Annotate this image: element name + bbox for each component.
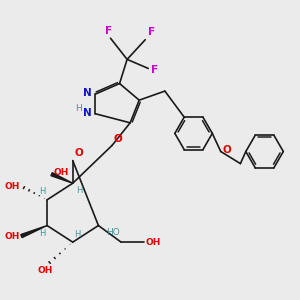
Text: OH: OH [146, 238, 161, 247]
Text: OH: OH [4, 232, 20, 241]
Text: H: H [75, 104, 82, 113]
Text: H: H [76, 186, 82, 195]
Text: H: H [74, 230, 81, 238]
Text: O: O [114, 134, 123, 144]
Text: H: H [39, 229, 46, 238]
Text: N: N [83, 108, 92, 118]
Text: OH: OH [53, 168, 69, 177]
Polygon shape [21, 226, 47, 238]
Polygon shape [51, 172, 73, 183]
Text: F: F [105, 26, 112, 36]
Text: O: O [223, 145, 232, 155]
Text: O: O [75, 148, 83, 158]
Text: OH: OH [38, 266, 53, 275]
Text: H: H [39, 187, 46, 196]
Text: OH: OH [4, 182, 20, 191]
Text: HO: HO [106, 228, 120, 237]
Text: N: N [83, 88, 92, 98]
Text: F: F [148, 27, 155, 37]
Text: F: F [151, 65, 158, 75]
